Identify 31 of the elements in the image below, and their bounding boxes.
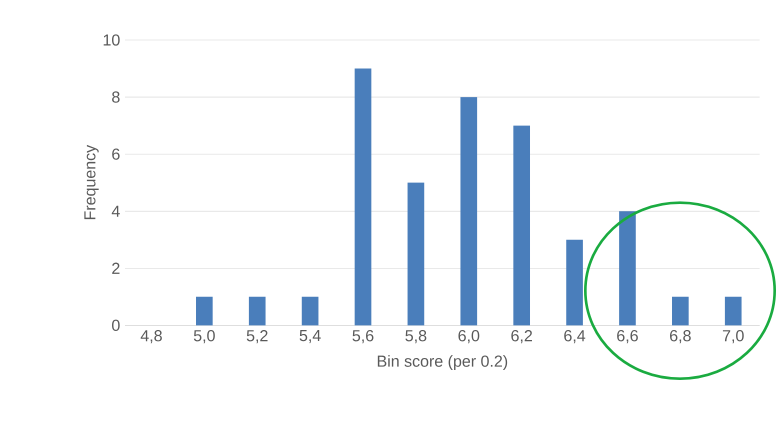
x-tick-label: 5,6 bbox=[352, 330, 374, 344]
x-tick-label: 6,0 bbox=[458, 330, 480, 344]
bar bbox=[460, 97, 478, 326]
y-tick-label: 6 bbox=[112, 148, 120, 160]
x-tick-label: 5,8 bbox=[405, 330, 426, 344]
x-tick-label: 6,4 bbox=[564, 330, 586, 344]
x-tick-label: 4,8 bbox=[140, 330, 162, 344]
y-tick-label: 0 bbox=[112, 320, 120, 331]
bar bbox=[196, 296, 213, 326]
y-tick-label: 10 bbox=[104, 34, 120, 46]
x-tick-label: 5,0 bbox=[194, 330, 215, 344]
bar bbox=[724, 296, 742, 326]
bar bbox=[354, 68, 372, 326]
x-axis-title: Bin score (per 0.2) bbox=[378, 355, 508, 370]
x-tick-label: 6,2 bbox=[511, 330, 532, 344]
x-tick-label: 6,8 bbox=[670, 330, 691, 344]
y-axis-title: Frequency bbox=[84, 144, 99, 220]
bar bbox=[672, 296, 689, 326]
x-tick-label: 6,6 bbox=[617, 330, 638, 344]
bar bbox=[566, 240, 583, 326]
x-tick-label: 5,4 bbox=[300, 330, 321, 344]
bar bbox=[248, 296, 266, 326]
y-tick-label: 2 bbox=[112, 262, 120, 274]
bar bbox=[513, 126, 530, 326]
bar bbox=[408, 182, 424, 326]
x-tick-label: 7,0 bbox=[722, 330, 744, 344]
bar bbox=[619, 211, 636, 326]
y-tick-label: 4 bbox=[112, 206, 120, 217]
x-tick-label: 5,2 bbox=[246, 330, 268, 344]
y-tick-label: 8 bbox=[112, 91, 120, 103]
bar bbox=[302, 296, 318, 326]
